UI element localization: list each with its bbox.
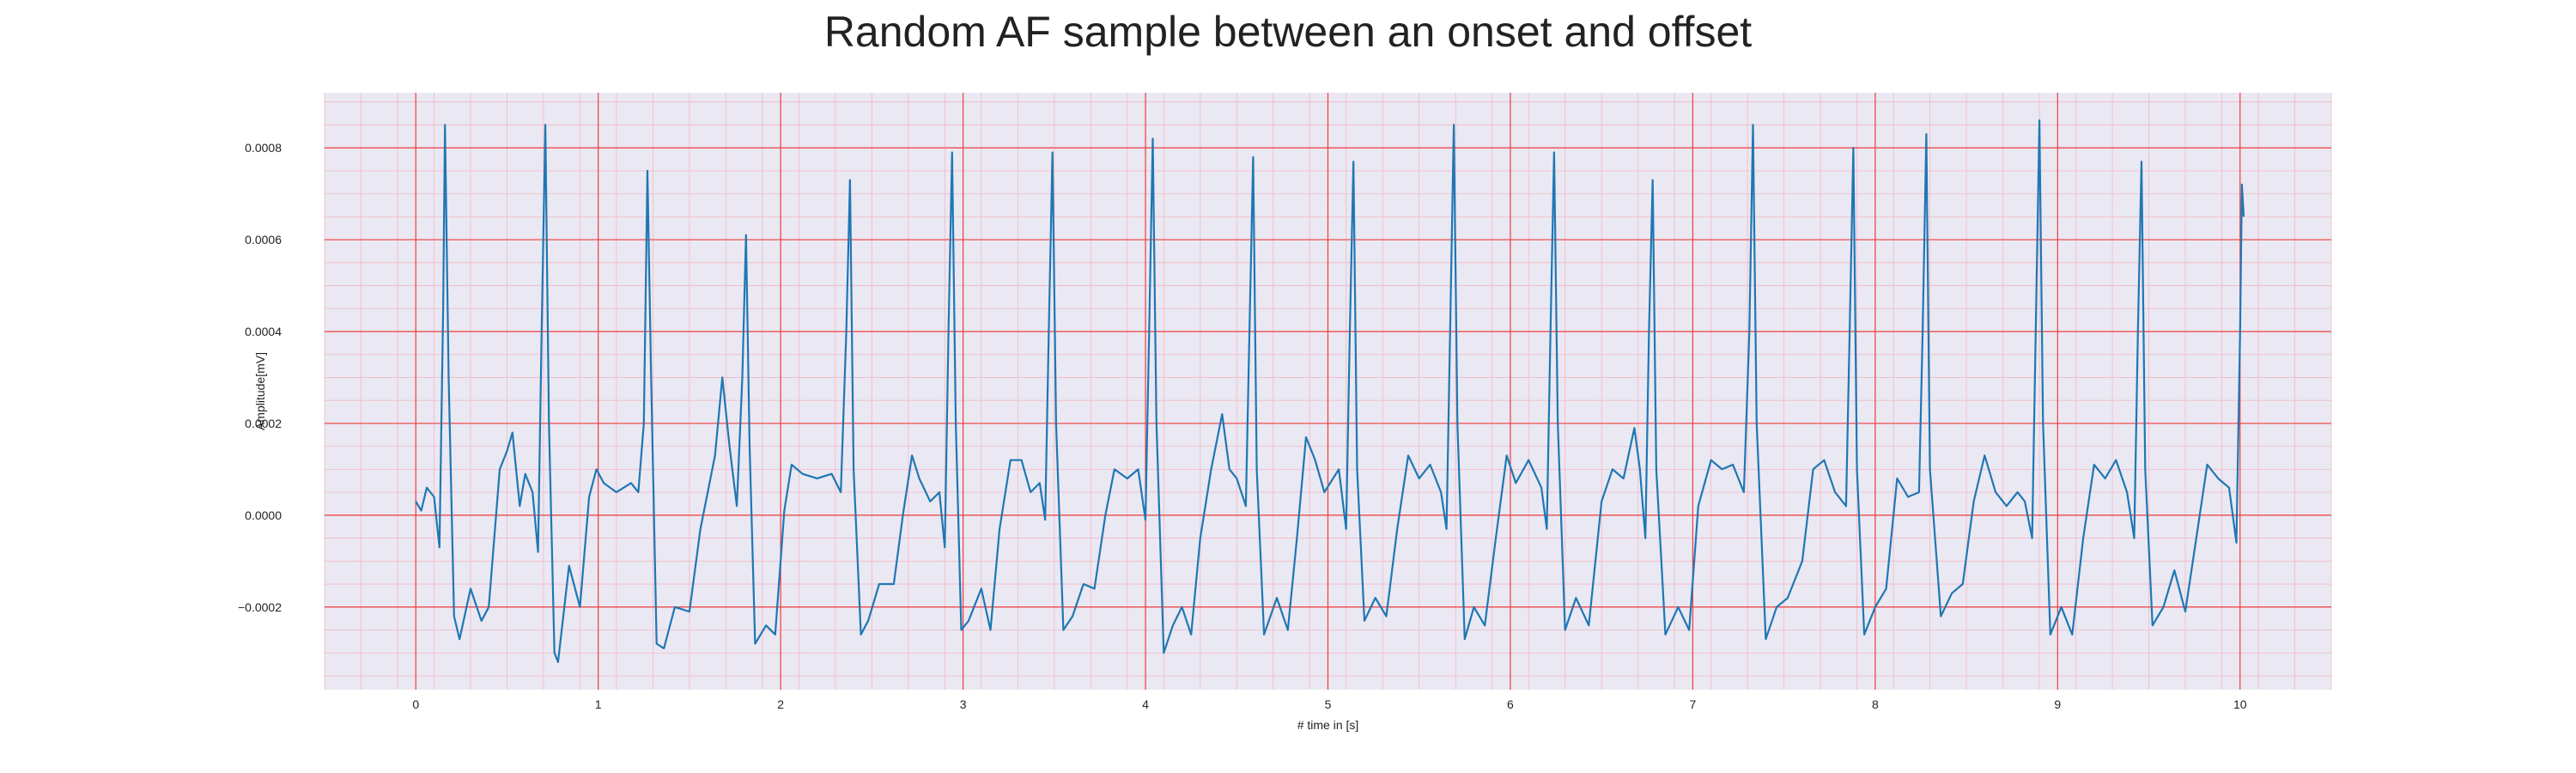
major-grid xyxy=(325,93,2331,690)
x-axis-label: # time in [s] xyxy=(1297,718,1359,732)
x-tick-label: 3 xyxy=(960,697,967,711)
x-tick-label: 7 xyxy=(1690,697,1697,711)
y-tick-label: −0.0002 xyxy=(238,600,282,614)
y-tick-label: 0.0006 xyxy=(245,233,282,247)
x-tick-label: 2 xyxy=(777,697,784,711)
series-line-0 xyxy=(415,119,2245,664)
x-tick-label: 0 xyxy=(412,697,419,711)
y-tick-label: 0.0000 xyxy=(245,508,282,522)
y-axis-ticks: −0.0002 0.0000 0.0002 0.0004 0.0006 0.0008 xyxy=(238,141,282,614)
chart-title: Random AF sample between an onset and of… xyxy=(823,8,1753,56)
series-layer xyxy=(415,119,2245,664)
x-tick-label: 1 xyxy=(595,697,602,711)
x-tick-label: 5 xyxy=(1325,697,1332,711)
x-tick-label: 8 xyxy=(1872,697,1879,711)
x-axis-ticks: 0 1 2 3 4 5 6 7 8 9 10 xyxy=(412,697,2246,711)
x-tick-label: 6 xyxy=(1507,697,1514,711)
y-axis-label: Amplitude[mV] xyxy=(253,352,267,430)
x-tick-label: 10 xyxy=(2233,697,2247,711)
x-tick-label: 9 xyxy=(2054,697,2061,711)
y-tick-label: 0.0008 xyxy=(245,141,282,155)
y-tick-label: 0.0002 xyxy=(245,417,282,430)
x-tick-label: 4 xyxy=(1142,697,1149,711)
y-tick-label: 0.0004 xyxy=(245,325,282,338)
